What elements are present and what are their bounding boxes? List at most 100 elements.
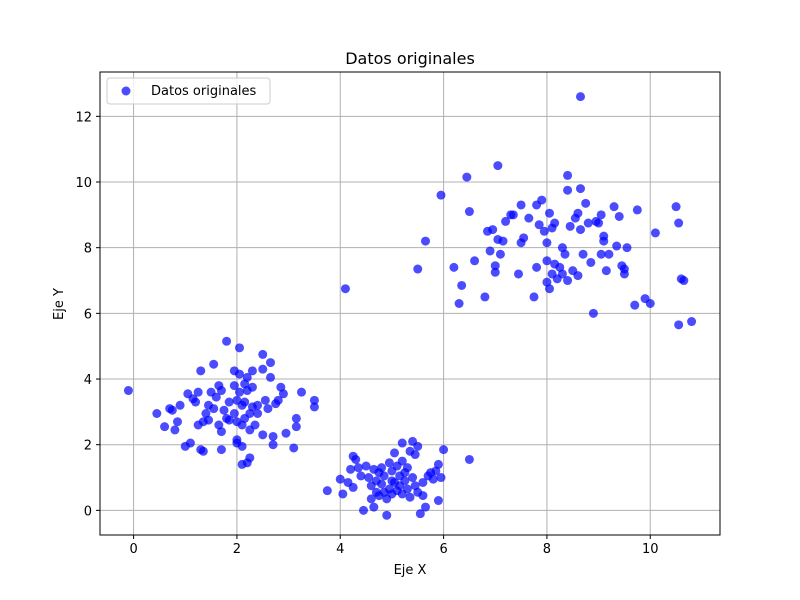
data-point [400, 476, 410, 486]
data-point [485, 246, 495, 256]
data-point [229, 409, 239, 419]
data-point [193, 387, 203, 397]
data-point [630, 300, 640, 310]
data-point [418, 491, 428, 501]
data-point [560, 249, 570, 259]
data-point [384, 458, 394, 468]
data-point [322, 486, 332, 496]
data-point [397, 438, 407, 448]
data-point [263, 404, 273, 414]
data-point [224, 397, 234, 407]
data-point [250, 420, 260, 430]
data-point [490, 267, 500, 277]
data-point [242, 372, 252, 382]
data-point [338, 489, 348, 499]
data-point [622, 243, 632, 253]
data-point [379, 471, 389, 481]
data-point [175, 400, 185, 410]
data-point [266, 358, 275, 368]
data-point [258, 364, 268, 374]
data-point [563, 276, 573, 286]
x-axis-label: Eje X [394, 563, 427, 578]
data-point [645, 299, 655, 308]
data-point [573, 271, 583, 281]
data-point [297, 387, 306, 397]
data-point [599, 231, 609, 241]
data-point [501, 216, 511, 226]
data-point [415, 509, 425, 519]
data-point [366, 494, 376, 504]
data-point [524, 213, 534, 223]
y-tick-label: 6 [84, 307, 92, 322]
data-point [258, 430, 268, 440]
data-point [433, 496, 443, 506]
data-point [237, 441, 247, 451]
data-point [413, 264, 423, 274]
data-point [557, 269, 567, 279]
data-point [493, 161, 503, 171]
data-point [278, 389, 288, 399]
data-point [609, 202, 619, 212]
data-point [170, 425, 180, 435]
x-tick-label: 6 [439, 542, 447, 557]
data-point [335, 474, 345, 484]
data-point [612, 241, 622, 251]
data-point [402, 463, 412, 473]
data-point [377, 463, 387, 473]
data-point [253, 400, 263, 410]
data-point [211, 392, 221, 402]
data-point [353, 463, 363, 473]
data-point [309, 395, 319, 405]
data-point [539, 226, 549, 236]
y-axis-label: Eje Y [52, 288, 67, 320]
data-point [421, 502, 430, 512]
data-point [216, 427, 226, 437]
data-point [428, 474, 438, 484]
data-point [671, 202, 681, 212]
data-point [545, 284, 554, 294]
data-point [235, 387, 244, 397]
data-point [224, 415, 234, 425]
data-point [408, 473, 418, 483]
data-point [191, 397, 201, 407]
data-point [514, 269, 523, 279]
data-point [160, 422, 170, 432]
data-point [289, 443, 299, 453]
data-point [563, 185, 573, 195]
data-point [291, 413, 301, 423]
data-point [247, 382, 257, 392]
data-point [167, 405, 177, 415]
data-point [495, 249, 505, 259]
data-point [245, 453, 255, 463]
x-tick-label: 4 [336, 542, 344, 557]
data-point [674, 218, 684, 228]
data-point [449, 262, 459, 272]
data-point [464, 207, 474, 217]
data-point [240, 397, 250, 407]
data-point [439, 445, 449, 455]
data-point [268, 440, 278, 450]
data-point [340, 284, 350, 294]
data-point [462, 172, 472, 182]
data-point [578, 249, 588, 259]
data-point [222, 336, 232, 346]
data-point [601, 266, 611, 276]
legend: Datos originales [106, 77, 271, 105]
chart-title: Datos originales [345, 49, 475, 68]
data-point [679, 276, 689, 286]
data-point [534, 220, 544, 230]
data-point [204, 415, 213, 425]
data-point [348, 482, 358, 492]
data-point [268, 431, 278, 441]
y-tick-label: 10 [75, 176, 92, 191]
data-point [273, 395, 283, 405]
data-point [464, 454, 474, 464]
y-tick-label: 12 [75, 110, 92, 125]
data-point [457, 280, 467, 290]
data-point [604, 249, 614, 259]
data-point [351, 454, 361, 464]
data-point [123, 386, 133, 396]
x-axis-ticks: 0 2 4 6 8 10 [129, 535, 659, 557]
data-point [490, 261, 500, 271]
